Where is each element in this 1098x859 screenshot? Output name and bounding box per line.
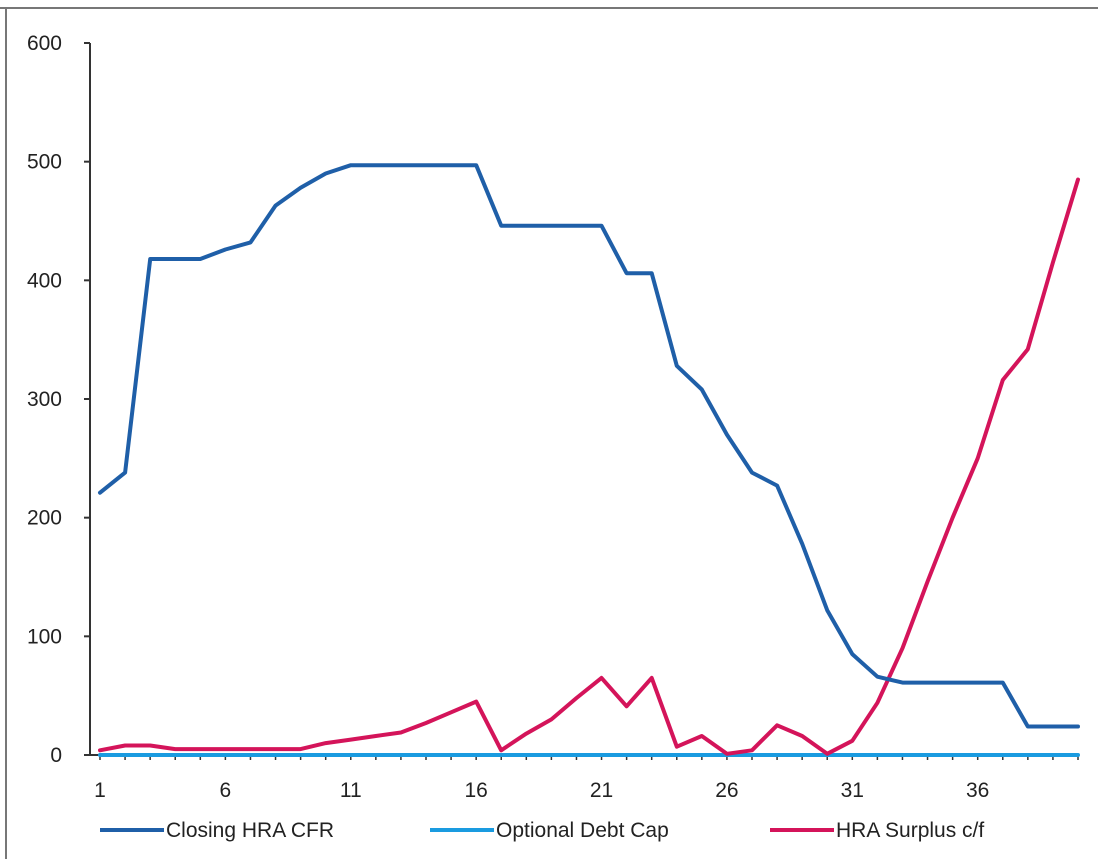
series-lines bbox=[98, 163, 1080, 757]
y-tick-label: 400 bbox=[27, 269, 62, 292]
x-tick-label: 6 bbox=[220, 779, 232, 802]
y-tick-label: 0 bbox=[50, 744, 62, 767]
x-ticks: 1 6 11 16 21 26 31 36 bbox=[94, 755, 1079, 802]
axes bbox=[89, 43, 1078, 756]
x-tick-label: 11 bbox=[340, 779, 362, 802]
x-tick-label: 26 bbox=[715, 779, 738, 802]
y-tick-label: 100 bbox=[27, 625, 62, 648]
y-tick-label: 200 bbox=[27, 507, 62, 530]
series-line-closing-hra-cfr bbox=[98, 163, 1080, 729]
y-tick-label: 600 bbox=[27, 32, 62, 55]
x-tick-label: 16 bbox=[464, 779, 487, 802]
x-tick-label: 21 bbox=[590, 779, 613, 802]
legend: Closing HRA CFR Optional Debt Cap HRA Surp… bbox=[100, 819, 984, 842]
y-ticks: 0 100 200 300 400 500 600 bbox=[27, 32, 90, 767]
legend-label-hra-surplus-c-f: HRA Surplus c/f bbox=[836, 819, 984, 842]
series-line-hra-surplus-c-f bbox=[98, 177, 1080, 756]
legend-label-closing-hra-cfr: Closing HRA CFR bbox=[166, 819, 334, 842]
x-tick-label: 1 bbox=[94, 779, 106, 802]
y-tick-label: 500 bbox=[27, 151, 62, 174]
x-tick-label: 36 bbox=[966, 779, 989, 802]
y-tick-label: 300 bbox=[27, 388, 62, 411]
x-tick-label: 31 bbox=[841, 779, 864, 802]
legend-label-optional-debt-cap: Optional Debt Cap bbox=[496, 819, 669, 842]
